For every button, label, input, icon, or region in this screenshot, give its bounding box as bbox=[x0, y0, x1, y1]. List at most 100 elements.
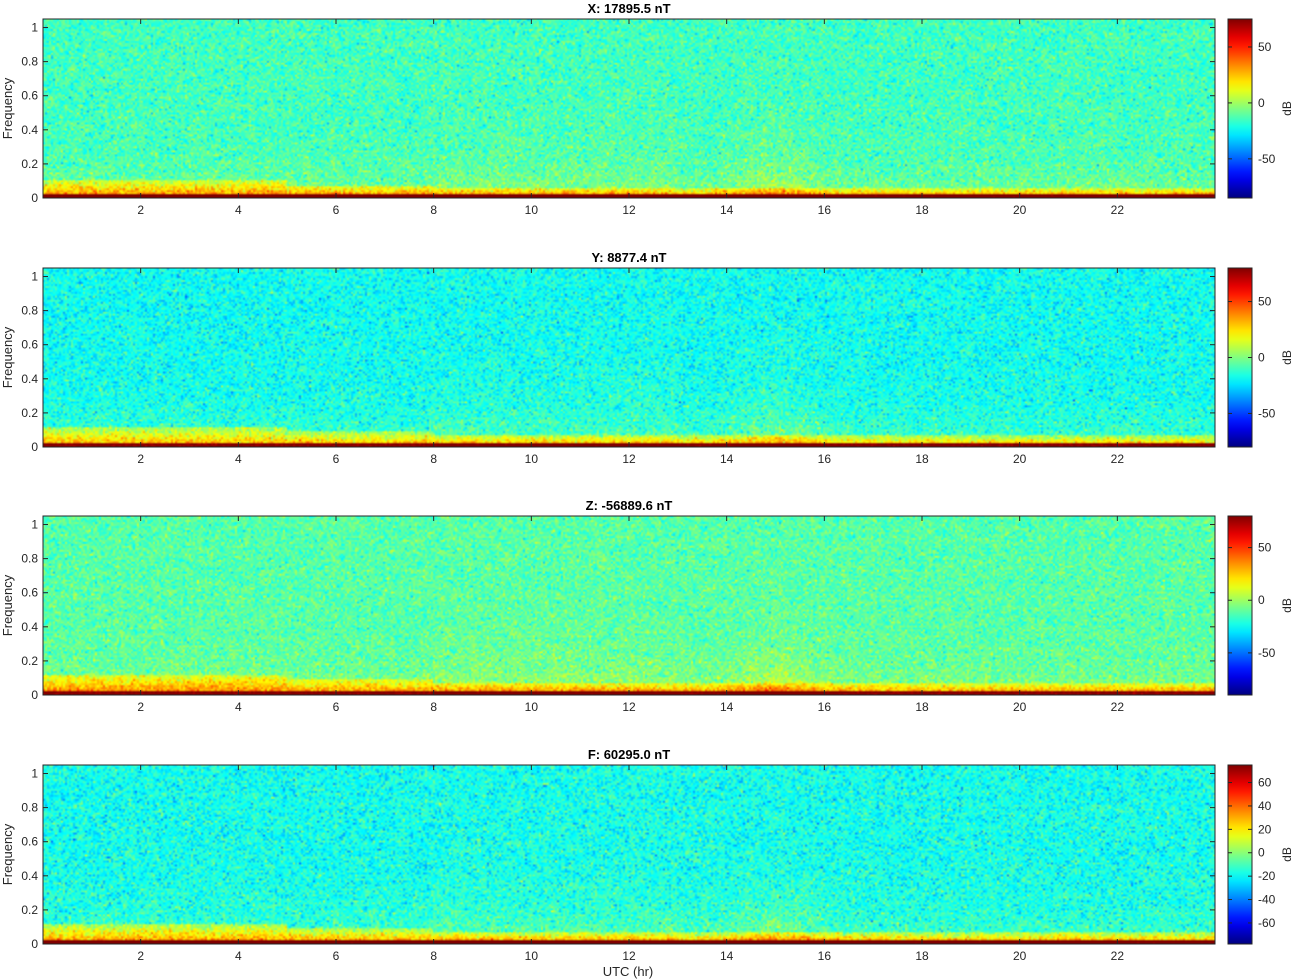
y-tick-label: 0.8 bbox=[21, 55, 38, 69]
y-tick-label: 0.6 bbox=[21, 338, 38, 352]
colorbar-label: dB bbox=[1280, 847, 1294, 862]
colorbar-tick-label: 50 bbox=[1258, 295, 1272, 309]
panel-title: Z: -56889.6 nT bbox=[586, 498, 673, 513]
x-tick-label: 16 bbox=[818, 700, 832, 714]
x-tick-label: 14 bbox=[720, 949, 734, 963]
x-tick-label: 2 bbox=[137, 203, 144, 217]
x-tick-label: 18 bbox=[915, 203, 929, 217]
spectrogram-panel-3: F: 60295.0 nT2 4 6 8 10 12 14 16 18 20 2200.20.40.… bbox=[0, 747, 1294, 963]
y-tick-label: 0.8 bbox=[21, 304, 38, 318]
colorbar-label: dB bbox=[1280, 598, 1294, 613]
colorbar-tick-label: 20 bbox=[1258, 822, 1272, 836]
x-tick-label: 2 bbox=[137, 700, 144, 714]
x-tick-label: 8 bbox=[430, 452, 437, 466]
y-axis-label: Frequency bbox=[0, 326, 15, 388]
colorbar-tick-label: 50 bbox=[1258, 541, 1272, 555]
x-tick-label: 2 bbox=[137, 452, 144, 466]
colorbar bbox=[1227, 515, 1253, 696]
x-tick-label: 10 bbox=[525, 203, 539, 217]
y-tick-label: 1 bbox=[31, 21, 38, 35]
x-tick-label: 6 bbox=[333, 452, 340, 466]
colorbar-tick-label: 60 bbox=[1258, 776, 1272, 790]
y-tick-label: 0.6 bbox=[21, 835, 38, 849]
x-tick-label: 18 bbox=[915, 452, 929, 466]
colorbar-tick-label: 0 bbox=[1258, 351, 1265, 365]
x-tick-label: 18 bbox=[915, 949, 929, 963]
x-tick-label: 8 bbox=[430, 949, 437, 963]
x-tick-label: 20 bbox=[1013, 949, 1027, 963]
y-tick-label: 0.2 bbox=[21, 654, 38, 668]
colorbar-tick-label: -20 bbox=[1258, 869, 1276, 883]
x-tick-label: 16 bbox=[818, 949, 832, 963]
x-tick-label: 12 bbox=[622, 700, 636, 714]
x-tick-label: 8 bbox=[430, 700, 437, 714]
x-tick-label: 6 bbox=[333, 203, 340, 217]
x-tick-label: 22 bbox=[1111, 949, 1125, 963]
colorbar bbox=[1227, 18, 1253, 199]
spectrogram-panel-0: X: 17895.5 nT2 4 6 8 10 12 14 16 18 20 2200.20.40.… bbox=[0, 1, 1294, 217]
y-tick-label: 0.4 bbox=[21, 869, 38, 883]
y-axis-label: Frequency bbox=[0, 574, 15, 636]
colorbar-tick-label: 0 bbox=[1258, 593, 1265, 607]
panels-group: X: 17895.5 nT2 4 6 8 10 12 14 16 18 20 2200.20.40.… bbox=[0, 1, 1294, 963]
spectrogram-image bbox=[43, 268, 1215, 447]
x-tick-label: 14 bbox=[720, 700, 734, 714]
y-tick-label: 0 bbox=[31, 191, 38, 205]
y-tick-label: 0.8 bbox=[21, 801, 38, 815]
x-tick-label: 4 bbox=[235, 949, 242, 963]
y-axis-label: Frequency bbox=[0, 823, 15, 885]
y-tick-label: 0.2 bbox=[21, 903, 38, 917]
x-tick-label: 6 bbox=[333, 949, 340, 963]
x-tick-label: 12 bbox=[622, 949, 636, 963]
y-tick-label: 1 bbox=[31, 270, 38, 284]
x-tick-label: 2 bbox=[137, 949, 144, 963]
y-tick-label: 1 bbox=[31, 518, 38, 532]
y-tick-label: 0 bbox=[31, 937, 38, 951]
panel-title: Y: 8877.4 nT bbox=[592, 250, 667, 265]
x-tick-label: 4 bbox=[235, 203, 242, 217]
y-axis-label: Frequency bbox=[0, 77, 15, 139]
x-tick-label: 20 bbox=[1013, 700, 1027, 714]
x-tick-label: 22 bbox=[1111, 203, 1125, 217]
x-axis-label: UTC (hr) bbox=[603, 964, 654, 979]
colorbar-label: dB bbox=[1280, 350, 1294, 365]
colorbar-tick-label: -40 bbox=[1258, 893, 1276, 907]
x-tick-label: 20 bbox=[1013, 203, 1027, 217]
spectrogram-panel-2: Z: -56889.6 nT2 4 6 8 10 12 14 16 18 20 2200.20.40… bbox=[0, 498, 1294, 714]
y-tick-label: 0.4 bbox=[21, 372, 38, 386]
x-tick-label: 10 bbox=[525, 700, 539, 714]
colorbar-tick-label: 40 bbox=[1258, 799, 1272, 813]
x-tick-label: 14 bbox=[720, 203, 734, 217]
colorbar-tick-label: -50 bbox=[1258, 646, 1276, 660]
x-tick-label: 18 bbox=[915, 700, 929, 714]
x-tick-label: 12 bbox=[622, 203, 636, 217]
colorbar-tick-label: -50 bbox=[1258, 152, 1276, 166]
colorbar-tick-label: 0 bbox=[1258, 96, 1265, 110]
y-tick-label: 0.6 bbox=[21, 89, 38, 103]
panel-title: F: 60295.0 nT bbox=[588, 747, 670, 762]
colorbar-tick-label: 50 bbox=[1258, 40, 1272, 54]
x-tick-label: 8 bbox=[430, 203, 437, 217]
colorbar-tick-label: -60 bbox=[1258, 916, 1276, 930]
x-tick-label: 6 bbox=[333, 700, 340, 714]
x-tick-label: 14 bbox=[720, 452, 734, 466]
colorbar-label: dB bbox=[1280, 101, 1294, 116]
spectrogram-image bbox=[43, 516, 1215, 695]
colorbar-tick-label: -50 bbox=[1258, 406, 1276, 420]
x-tick-label: 10 bbox=[525, 949, 539, 963]
spectrogram-image bbox=[43, 19, 1215, 198]
y-tick-label: 0 bbox=[31, 440, 38, 454]
y-tick-label: 0.6 bbox=[21, 586, 38, 600]
x-tick-label: 16 bbox=[818, 452, 832, 466]
colorbar-tick-label: 0 bbox=[1258, 846, 1265, 860]
y-tick-label: 1 bbox=[31, 767, 38, 781]
y-tick-label: 0 bbox=[31, 688, 38, 702]
spectrogram-image bbox=[43, 765, 1215, 944]
x-tick-label: 4 bbox=[235, 452, 242, 466]
y-tick-label: 0.4 bbox=[21, 123, 38, 137]
spectrogram-panel-1: Y: 8877.4 nT2 4 6 8 10 12 14 16 18 20 2200.20.40.6… bbox=[0, 250, 1294, 466]
x-tick-label: 4 bbox=[235, 700, 242, 714]
colorbar bbox=[1227, 764, 1253, 945]
x-tick-label: 10 bbox=[525, 452, 539, 466]
